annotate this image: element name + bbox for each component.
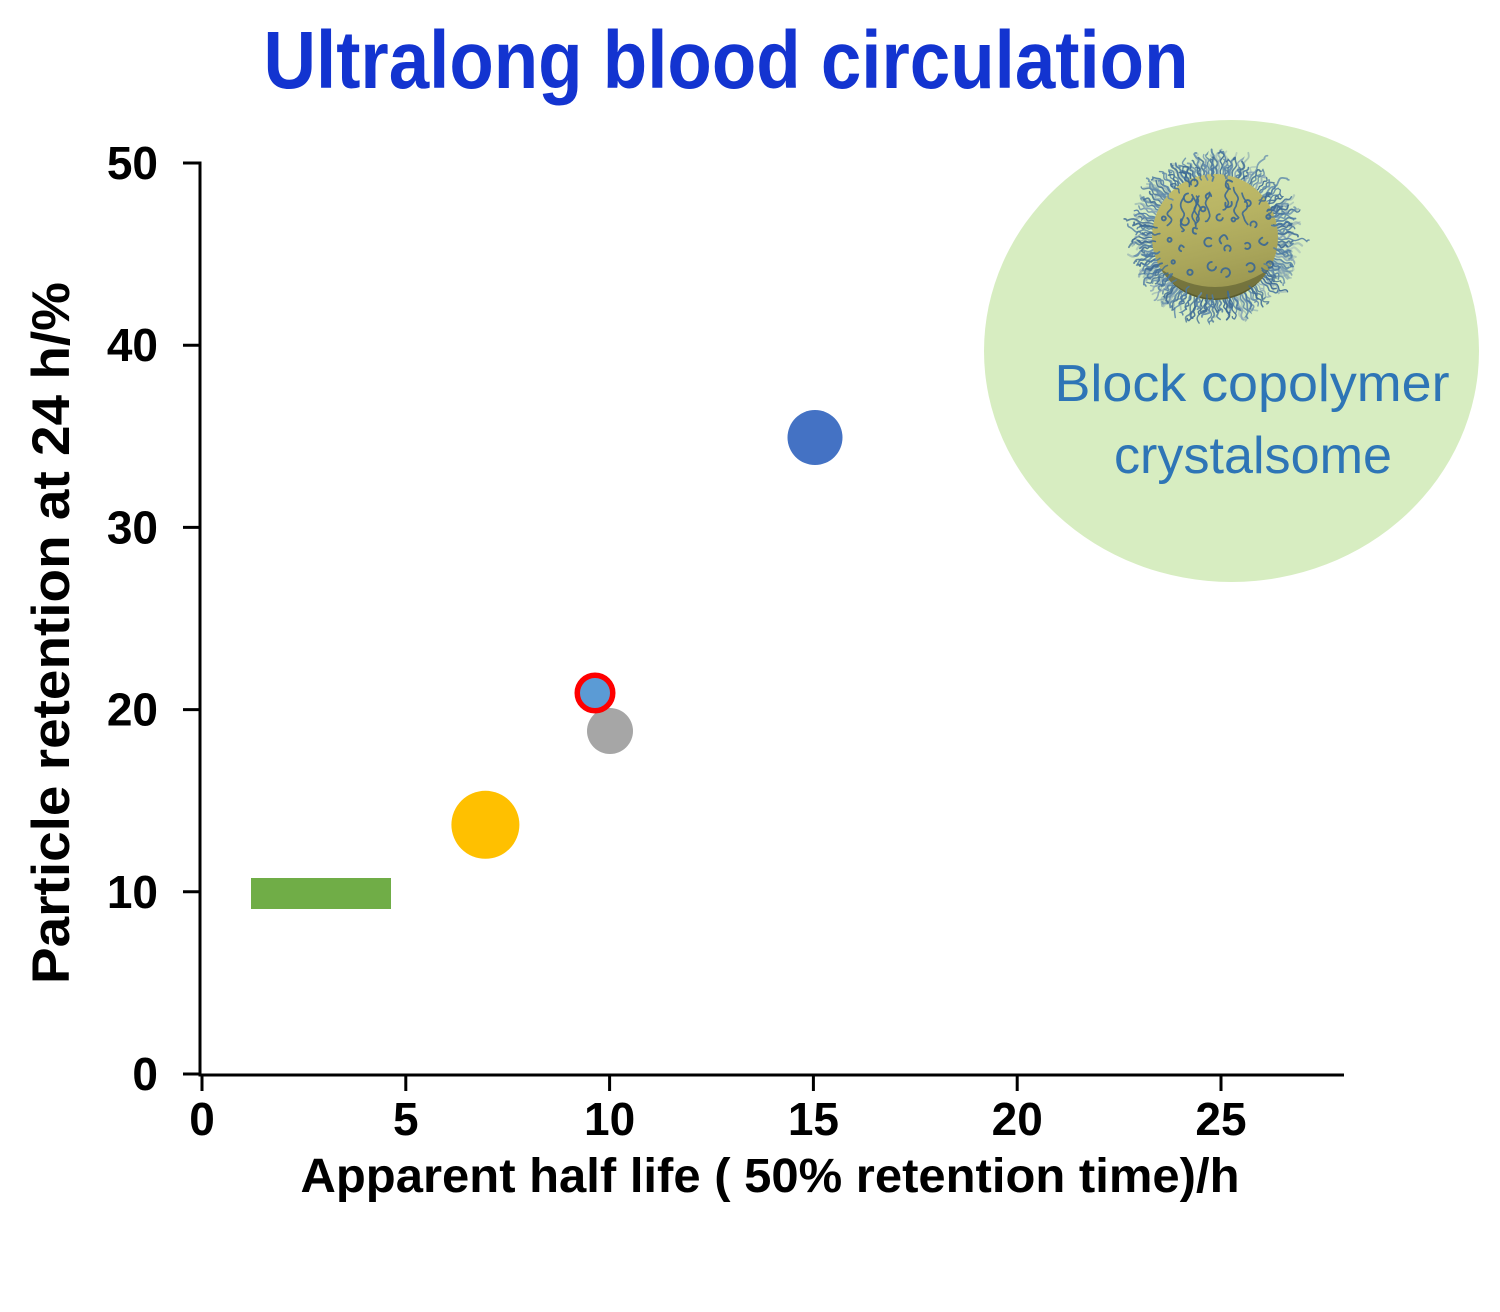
- svg-text:10: 10: [107, 866, 158, 918]
- svg-text:Ultralong blood circulation: Ultralong blood circulation: [264, 15, 1189, 106]
- svg-text:40: 40: [107, 319, 158, 371]
- svg-text:Block copolymer: Block copolymer: [1055, 355, 1450, 413]
- svg-text:15: 15: [788, 1093, 839, 1145]
- svg-text:20: 20: [107, 684, 158, 736]
- svg-text:10: 10: [584, 1093, 635, 1145]
- svg-text:Particle retention at 24 h/%: Particle retention at 24 h/%: [22, 282, 81, 984]
- svg-text:Apparent half life ( 50% reten: Apparent half life ( 50% retention time)…: [301, 1150, 1240, 1203]
- svg-text:crystalsome: crystalsome: [1114, 427, 1392, 485]
- svg-text:5: 5: [393, 1093, 419, 1145]
- svg-text:0: 0: [132, 1048, 158, 1100]
- svg-text:30: 30: [107, 501, 158, 553]
- svg-text:0: 0: [189, 1093, 215, 1145]
- svg-text:50: 50: [107, 137, 158, 189]
- svg-text:25: 25: [1195, 1093, 1246, 1145]
- svg-text:20: 20: [992, 1093, 1043, 1145]
